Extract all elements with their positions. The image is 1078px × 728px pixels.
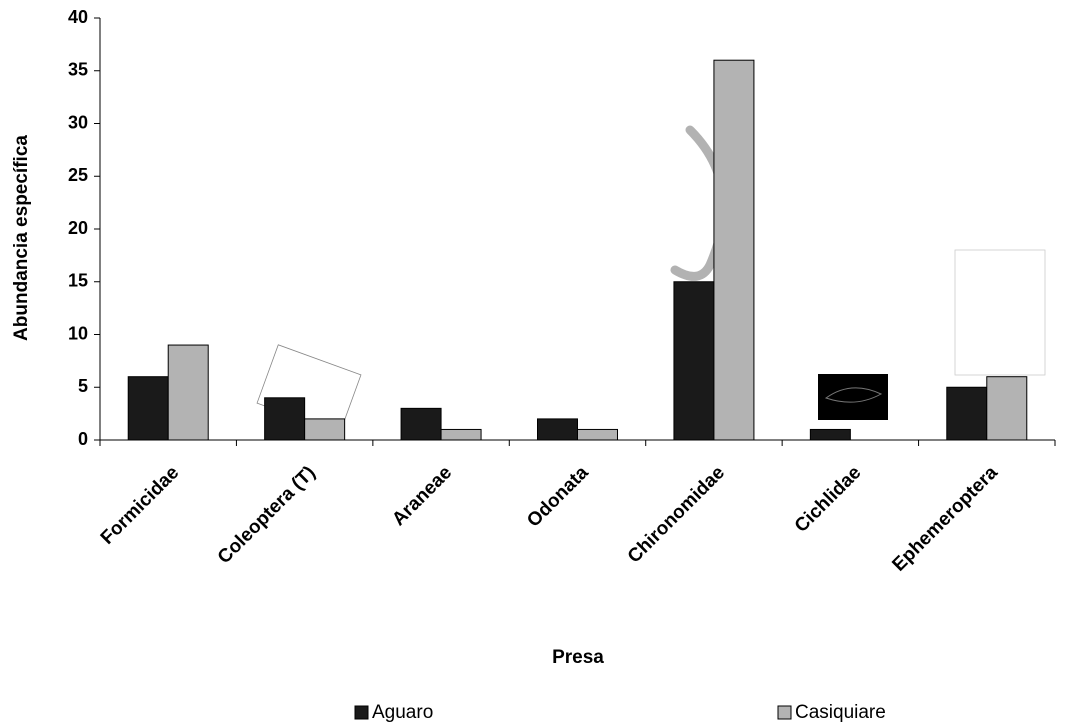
bar <box>440 428 482 441</box>
legend-label: Aguaro <box>372 702 433 723</box>
bar <box>673 281 715 441</box>
y-tick-label: 30 <box>68 112 88 132</box>
bar <box>713 59 755 441</box>
legend-label: Casiquiare <box>795 702 886 723</box>
bar <box>400 407 442 441</box>
legend-swatch <box>354 705 369 720</box>
y-tick-label: 0 <box>78 429 88 449</box>
bar <box>809 428 851 441</box>
y-tick-label: 20 <box>68 218 88 238</box>
x-tick-label: Cichlidae <box>791 462 866 537</box>
bar <box>304 418 346 441</box>
bar <box>264 397 306 441</box>
bar <box>986 376 1028 441</box>
x-axis-title: Presa <box>552 647 604 668</box>
x-tick-label: Chironomidae <box>624 462 729 567</box>
mayfly-frame <box>954 249 1046 376</box>
y-axis-title: Abundancia específica <box>11 135 32 341</box>
cichlid-image <box>818 374 888 420</box>
x-tick-label: Araneae <box>388 462 456 530</box>
cichlid-sketch <box>824 387 883 403</box>
bar <box>127 376 169 441</box>
bar <box>537 418 578 441</box>
x-tick-label: Formicidae <box>97 462 184 549</box>
y-tick-label: 25 <box>68 165 88 185</box>
bar <box>577 428 618 441</box>
y-tick-label: 40 <box>68 7 88 27</box>
x-tick-label: Coleoptera (T) <box>214 462 320 568</box>
x-tick-label: Odonata <box>523 462 593 532</box>
y-tick-label: 35 <box>68 60 88 80</box>
legend-swatch <box>777 705 792 720</box>
bar <box>946 386 988 441</box>
bar <box>167 344 209 441</box>
y-tick-label: 5 <box>78 376 88 396</box>
y-tick-label: 15 <box>68 271 88 291</box>
y-tick-label: 10 <box>68 323 88 343</box>
x-tick-label: Ephemeroptera <box>888 462 1002 576</box>
